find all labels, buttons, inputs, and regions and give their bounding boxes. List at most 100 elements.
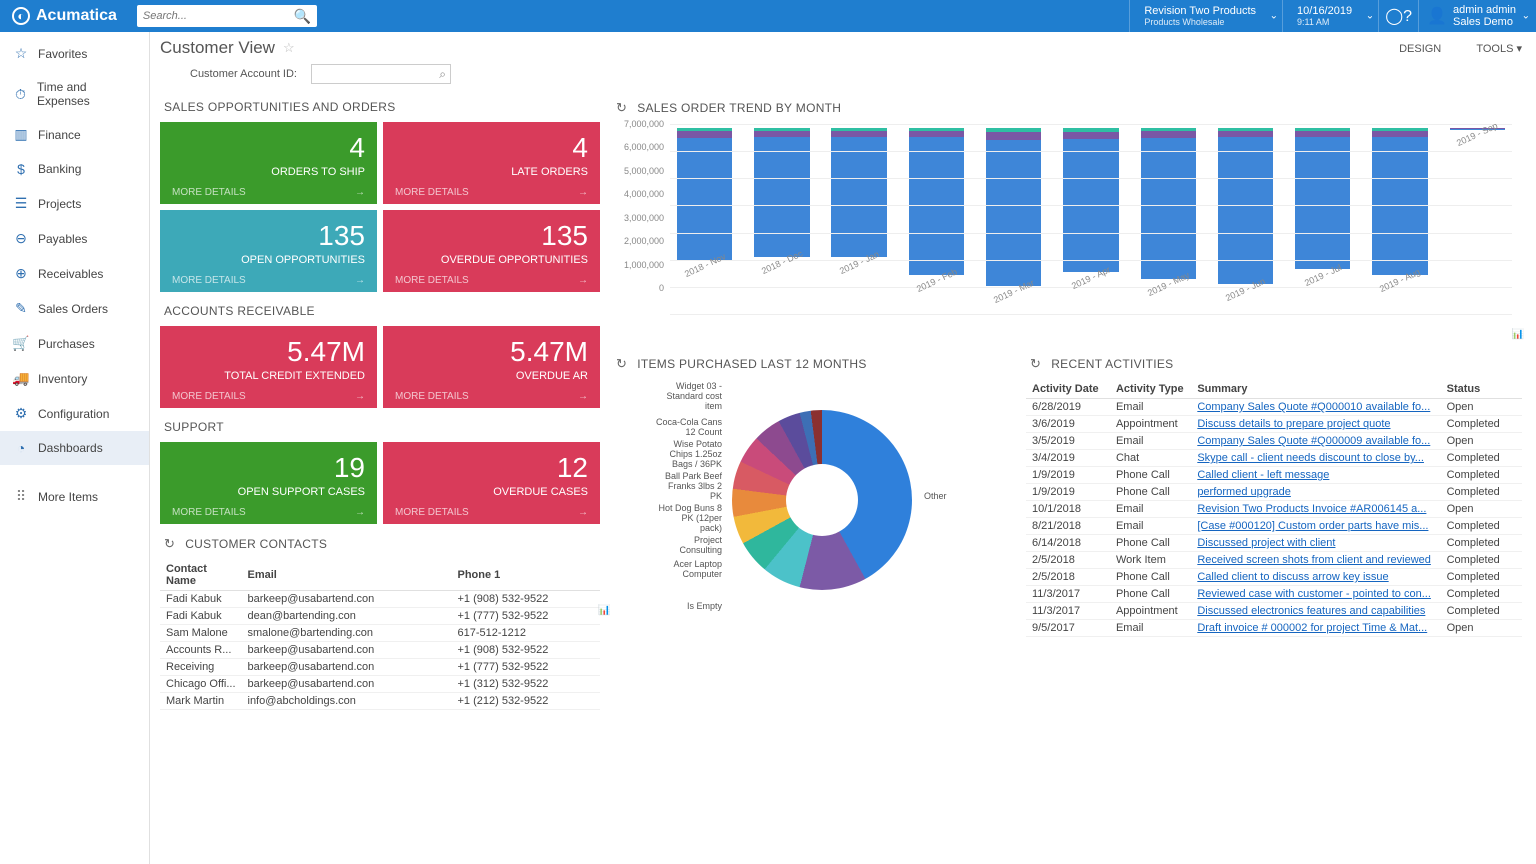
table-row[interactable]: 11/3/2017Phone CallReviewed case with cu… <box>1026 586 1522 603</box>
table-row[interactable]: Mark Martininfo@abcholdings.con+1 (212) … <box>160 693 600 710</box>
kpi-open-opportunities[interactable]: 135OPEN OPPORTUNITIESMORE DETAILS→ <box>160 210 377 292</box>
table-row[interactable]: 1/9/2019Phone Callperformed upgradeCompl… <box>1026 484 1522 501</box>
refresh-icon[interactable]: ↻ <box>616 356 627 372</box>
activity-link[interactable]: Discussed project with client <box>1197 537 1335 549</box>
kpi-more-link[interactable]: MORE DETAILS→ <box>172 275 365 286</box>
chart-bar[interactable] <box>1295 128 1350 269</box>
help-icon[interactable]: ◯? <box>1378 0 1418 32</box>
pie-slice-label: ProjectConsulting <box>612 536 722 556</box>
activity-link[interactable]: Discussed electronics features and capab… <box>1197 605 1425 617</box>
chart-icon[interactable]: 📊 <box>598 605 610 616</box>
kpi-overdue-cases[interactable]: 12OVERDUE CASESMORE DETAILS→ <box>383 442 600 524</box>
user-menu[interactable]: 👤 admin admin Sales Demo ⌄ <box>1418 0 1536 32</box>
sidebar-item-banking[interactable]: $Banking <box>0 152 149 186</box>
tools-link[interactable]: TOOLS ▾ <box>1460 43 1522 55</box>
sidebar-item-time-and-expenses[interactable]: ⏱Time and Expenses <box>0 71 149 117</box>
table-header[interactable]: Activity Type <box>1110 380 1191 399</box>
sidebar-item-inventory[interactable]: 🚚Inventory <box>0 361 149 396</box>
table-row[interactable]: 11/3/2017AppointmentDiscussed electronic… <box>1026 603 1522 620</box>
kpi-more-link[interactable]: MORE DETAILS→ <box>395 187 588 198</box>
favorite-star-icon[interactable]: ☆ <box>283 40 295 56</box>
chart-bar[interactable] <box>1063 128 1118 272</box>
chart-bar[interactable] <box>909 128 964 275</box>
activity-link[interactable]: Revision Two Products Invoice #AR006145 … <box>1197 503 1426 515</box>
activity-link[interactable]: Draft invoice # 000002 for project Time … <box>1197 622 1427 634</box>
table-cell: Phone Call <box>1110 569 1191 586</box>
table-row[interactable]: 6/28/2019EmailCompany Sales Quote #Q0000… <box>1026 399 1522 416</box>
table-row[interactable]: Accounts R...barkeep@usabartend.con+1 (9… <box>160 642 600 659</box>
activity-link[interactable]: Company Sales Quote #Q000010 available f… <box>1197 401 1430 413</box>
donut-chart[interactable] <box>732 410 912 590</box>
table-header[interactable]: Summary <box>1191 380 1440 399</box>
activity-link[interactable]: Received screen shots from client and re… <box>1197 554 1431 566</box>
activity-link[interactable]: Reviewed case with customer - pointed to… <box>1197 588 1431 600</box>
global-search[interactable]: 🔍 <box>137 5 317 27</box>
sidebar-item-configuration[interactable]: ⚙Configuration <box>0 396 149 431</box>
chart-icon[interactable]: 📊 <box>1512 329 1524 340</box>
refresh-icon[interactable]: ↻ <box>616 100 627 116</box>
table-row[interactable]: 10/1/2018EmailRevision Two Products Invo… <box>1026 501 1522 518</box>
kpi-total-credit-extended[interactable]: 5.47MTOTAL CREDIT EXTENDEDMORE DETAILS→ <box>160 326 377 408</box>
kpi-more-link[interactable]: MORE DETAILS→ <box>172 391 365 402</box>
search-input[interactable] <box>143 10 294 22</box>
table-row[interactable]: 3/5/2019EmailCompany Sales Quote #Q00000… <box>1026 433 1522 450</box>
table-header[interactable]: Email <box>242 560 452 591</box>
kpi-overdue-opportunities[interactable]: 135OVERDUE OPPORTUNITIESMORE DETAILS→ <box>383 210 600 292</box>
search-icon[interactable]: 🔍 <box>293 8 310 25</box>
refresh-icon[interactable]: ↻ <box>1030 356 1041 372</box>
kpi-open-support-cases[interactable]: 19OPEN SUPPORT CASESMORE DETAILS→ <box>160 442 377 524</box>
sidebar-item-payables[interactable]: ⊖Payables <box>0 221 149 256</box>
table-row[interactable]: 3/4/2019ChatSkype call - client needs di… <box>1026 450 1522 467</box>
table-header[interactable]: Contact Name <box>160 560 242 591</box>
lookup-icon[interactable]: ⌕ <box>439 67 446 82</box>
datetime-selector[interactable]: 10/16/2019 9:11 AM ⌄ <box>1282 0 1378 32</box>
table-row[interactable]: Chicago Offi...barkeep@usabartend.con+1 … <box>160 676 600 693</box>
chart-bar[interactable] <box>754 128 809 257</box>
sidebar-item-projects[interactable]: ☰Projects <box>0 186 149 221</box>
tenant-selector[interactable]: Revision Two Products Products Wholesale… <box>1129 0 1282 32</box>
sidebar-item-receivables[interactable]: ⊕Receivables <box>0 256 149 291</box>
table-row[interactable]: 9/5/2017EmailDraft invoice # 000002 for … <box>1026 620 1522 637</box>
kpi-more-link[interactable]: MORE DETAILS→ <box>395 275 588 286</box>
table-row[interactable]: Fadi Kabukdean@bartending.con+1 (777) 53… <box>160 608 600 625</box>
refresh-icon[interactable]: ↻ <box>164 536 175 552</box>
table-row[interactable]: 2/5/2018Work ItemReceived screen shots f… <box>1026 552 1522 569</box>
table-row[interactable]: 6/14/2018Phone CallDiscussed project wit… <box>1026 535 1522 552</box>
sidebar-more-items[interactable]: ⠿More Items <box>0 479 149 514</box>
table-header[interactable]: Status <box>1441 380 1522 399</box>
kpi-overdue-ar[interactable]: 5.47MOVERDUE ARMORE DETAILS→ <box>383 326 600 408</box>
kpi-late-orders[interactable]: 4LATE ORDERSMORE DETAILS→ <box>383 122 600 204</box>
activity-link[interactable]: Company Sales Quote #Q000009 available f… <box>1197 435 1430 447</box>
design-link[interactable]: DESIGN <box>1399 43 1441 55</box>
activity-link[interactable]: performed upgrade <box>1197 486 1291 498</box>
table-row[interactable]: 1/9/2019Phone CallCalled client - left m… <box>1026 467 1522 484</box>
table-row[interactable]: 3/6/2019AppointmentDiscuss details to pr… <box>1026 416 1522 433</box>
customer-account-input[interactable]: ⌕ <box>311 64 451 84</box>
sidebar-item-purchases[interactable]: 🛒Purchases <box>0 326 149 361</box>
chart-bar[interactable] <box>1372 128 1427 275</box>
kpi-more-link[interactable]: MORE DETAILS→ <box>395 391 588 402</box>
table-row[interactable]: Sam Malonesmalone@bartending.con617-512-… <box>160 625 600 642</box>
chart-bar[interactable] <box>831 128 886 257</box>
table-row[interactable]: 2/5/2018Phone CallCalled client to discu… <box>1026 569 1522 586</box>
table-row[interactable]: Fadi Kabukbarkeep@usabartend.con+1 (908)… <box>160 591 600 608</box>
sidebar-item-sales-orders[interactable]: ✎Sales Orders <box>0 291 149 326</box>
table-header[interactable]: Phone 1 <box>452 560 601 591</box>
table-header[interactable]: Activity Date <box>1026 380 1110 399</box>
sidebar-item-dashboards[interactable]: ◔Dashboards <box>0 431 149 465</box>
activity-link[interactable]: Skype call - client needs discount to cl… <box>1197 452 1424 464</box>
kpi-more-link[interactable]: MORE DETAILS→ <box>172 187 365 198</box>
chart-bar[interactable] <box>677 128 732 260</box>
activity-link[interactable]: Discuss details to prepare project quote <box>1197 418 1390 430</box>
brand-logo[interactable]: ◐ Acumatica <box>0 7 129 25</box>
activity-link[interactable]: Called client - left message <box>1197 469 1329 481</box>
activity-link[interactable]: [Case #000120] Custom order parts have m… <box>1197 520 1428 532</box>
activity-link[interactable]: Called client to discuss arrow key issue <box>1197 571 1388 583</box>
table-row[interactable]: 8/21/2018Email[Case #000120] Custom orde… <box>1026 518 1522 535</box>
kpi-orders-to-ship[interactable]: 4ORDERS TO SHIPMORE DETAILS→ <box>160 122 377 204</box>
kpi-more-link[interactable]: MORE DETAILS→ <box>172 507 365 518</box>
sidebar-item-favorites[interactable]: ☆Favorites <box>0 36 149 71</box>
sidebar-item-finance[interactable]: ▥Finance <box>0 117 149 152</box>
table-row[interactable]: Receivingbarkeep@usabartend.con+1 (777) … <box>160 659 600 676</box>
kpi-more-link[interactable]: MORE DETAILS→ <box>395 507 588 518</box>
